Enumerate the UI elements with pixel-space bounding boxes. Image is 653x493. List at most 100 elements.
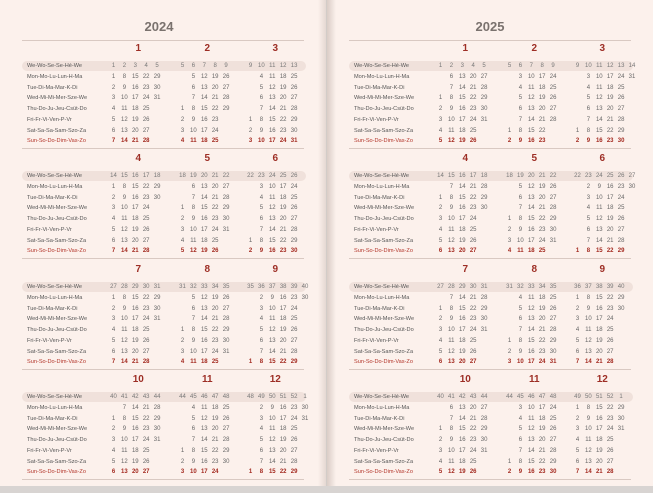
day-cell: 16 (527, 226, 535, 233)
day-cell: 28 (290, 348, 298, 355)
week-label: We-Wo-Se-Se-Hé-We (27, 173, 83, 179)
day-cell: 21 (469, 415, 477, 422)
day-cell: 15 (200, 327, 208, 334)
day-cell: 6 (438, 359, 443, 366)
week-number: 40 (301, 284, 309, 290)
day-cell: 19 (538, 184, 546, 190)
day-cell: 5 (111, 116, 116, 123)
day-cell: 25 (142, 447, 150, 454)
day-cell: 17 (131, 95, 139, 102)
day-cell: 6 (518, 437, 523, 444)
day-cell: 16 (458, 316, 466, 323)
day-cell: 21 (606, 237, 614, 244)
day-cell: 18 (606, 205, 614, 212)
day-cell: 15 (131, 415, 139, 422)
day-cell: 28 (480, 184, 488, 190)
day-cell: 1 (575, 248, 580, 255)
divider (349, 369, 631, 370)
week-number: 40 (437, 394, 444, 400)
day-cell: 27 (549, 194, 557, 201)
day-cell: 15 (200, 447, 208, 454)
month-number: 9 (272, 264, 279, 275)
weekday-label: Thu-Do-Ju-Jeu-Csüt-Do (27, 106, 87, 113)
day-cell: 26 (142, 458, 150, 465)
day-cell: 4 (191, 405, 196, 411)
day-cell: 28 (142, 359, 150, 366)
day-cell: 9 (449, 437, 454, 444)
day-cell: 6 (259, 95, 264, 102)
week-number: 43 (142, 394, 150, 400)
weekday-label: Fri-Fr-Vi-Ven-P-Vr (354, 447, 399, 454)
day-cell: 20 (469, 405, 477, 411)
day-cell: 22 (211, 205, 219, 212)
weekday-label: Wed-Mi-Mi-Mer-Sze-We (27, 426, 88, 433)
day-cell: 25 (211, 237, 219, 244)
weekday-label: Fri-Fr-Vi-Ven-P-Vr (27, 337, 72, 344)
day-cell: 20 (595, 348, 603, 355)
day-cell: 25 (549, 415, 557, 422)
day-cell: 24 (211, 469, 219, 476)
day-cell: 1 (248, 116, 253, 123)
day-cell: 6 (111, 469, 116, 476)
day-cell: 9 (259, 248, 264, 255)
day-cell: 1 (438, 305, 443, 312)
day-cell: 23 (469, 437, 477, 444)
day-cell: 12 (527, 426, 535, 433)
day-cell: 19 (211, 415, 219, 422)
day-cell: 2 (180, 216, 185, 223)
day-cell: 31 (153, 95, 161, 102)
divider (22, 258, 304, 259)
day-cell: 9 (518, 469, 523, 476)
day-cell: 21 (131, 248, 139, 255)
month-number: 8 (204, 264, 211, 275)
month-row-block: We-Wo-Se-Se-Hé-We Mon-Mo-Lu-Lun-H-Ma Tue-D… (0, 40, 326, 150)
week-number: 31 (480, 284, 488, 290)
week-number: 41 (121, 394, 128, 400)
day-cell: 23 (469, 106, 477, 113)
day-cell: 28 (480, 415, 488, 422)
day-cell: 24 (211, 127, 219, 134)
day-cell: 8 (449, 305, 454, 312)
day-cell: 13 (585, 458, 592, 465)
day-cell: 15 (458, 426, 466, 433)
day-cell: 26 (606, 337, 614, 344)
day-cell: 24 (142, 437, 150, 444)
day-cell: 6 (259, 216, 264, 223)
day-cell: 28 (617, 237, 625, 244)
day-cell: 20 (131, 127, 139, 134)
week-number: 39 (606, 284, 614, 290)
day-cell: 15 (595, 127, 603, 134)
day-cell: 17 (279, 305, 287, 312)
day-cell: 13 (527, 194, 535, 201)
day-cell: 5 (191, 74, 196, 80)
day-cell: 28 (290, 458, 298, 465)
day-cell: 23 (538, 138, 546, 145)
day-cell: 14 (595, 237, 603, 244)
week-number: 9 (224, 63, 228, 69)
weekday-label: Tue-Di-Ma-Mar-K-Di (354, 84, 405, 91)
day-cell: 5 (438, 138, 443, 145)
week-number: 10 (585, 63, 592, 69)
day-cell: 18 (458, 458, 466, 465)
day-cell: 7 (259, 226, 264, 233)
day-cell: 6 (111, 348, 116, 355)
day-cell: 20 (279, 95, 287, 102)
day-cell: 19 (131, 458, 139, 465)
day-cell: 8 (191, 205, 196, 212)
day-cell: 1 (507, 216, 512, 223)
day-cell: 3 (259, 184, 264, 190)
week-number: 48 (247, 394, 254, 400)
day-cell: 2 (438, 205, 443, 212)
week-number: 3 (133, 63, 137, 69)
day-cell: 1 (438, 95, 443, 102)
day-cell: 3 (259, 305, 264, 312)
month-number: 4 (135, 153, 142, 164)
week-number: 6 (191, 63, 196, 69)
day-cell: 14 (458, 415, 466, 422)
day-cell: 2 (507, 226, 512, 233)
week-number: 5 (155, 63, 159, 69)
day-cell: 17 (131, 437, 139, 444)
day-cell: 10 (585, 426, 592, 433)
day-cell: 26 (549, 95, 557, 102)
day-cell: 26 (617, 95, 625, 102)
